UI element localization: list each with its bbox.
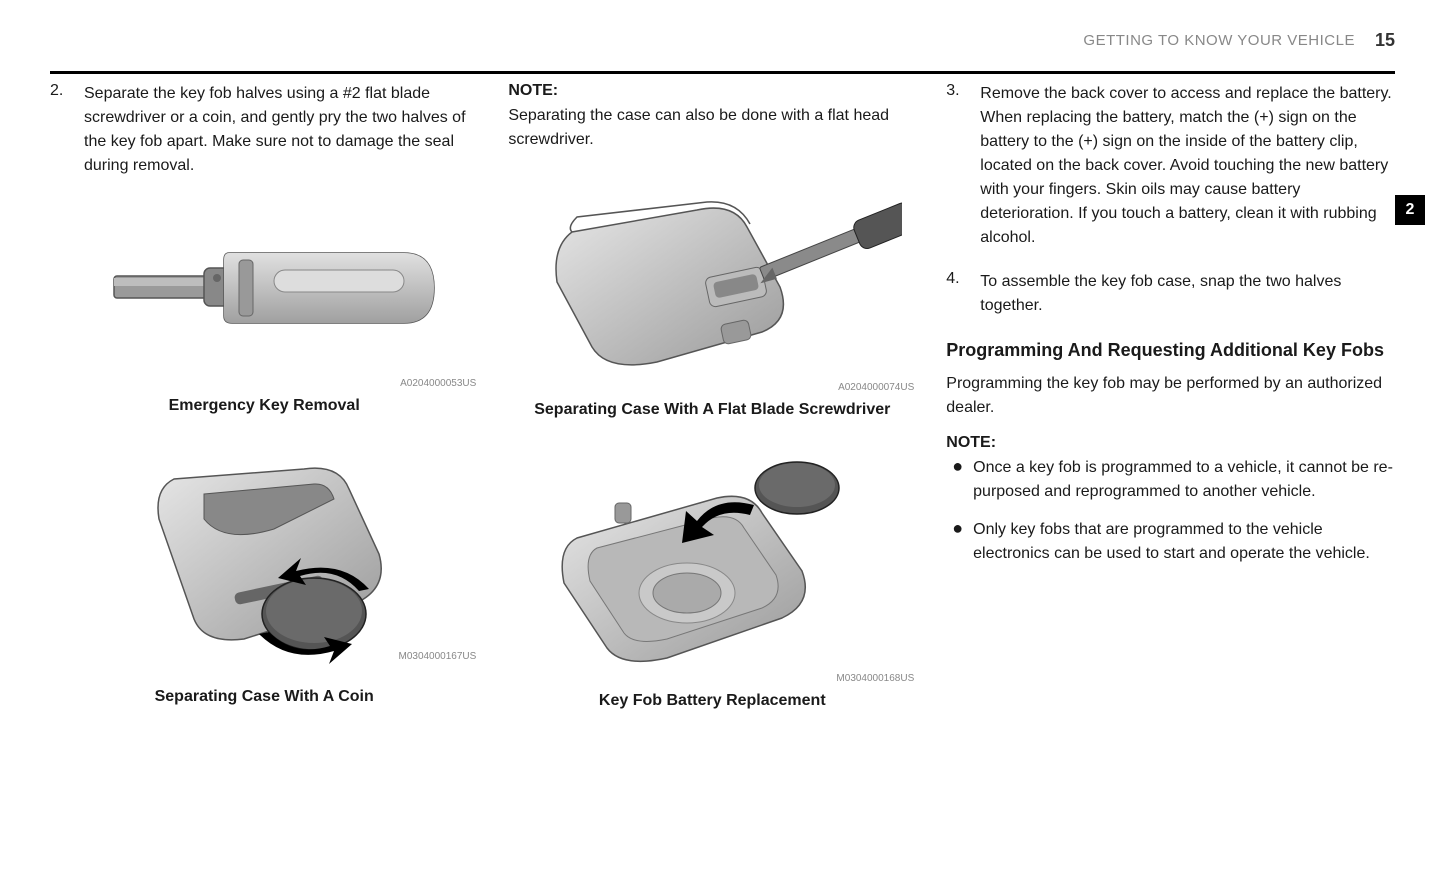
page-header: GETTING TO KNOW YOUR VEHICLE 15 [50, 30, 1395, 51]
subheading-programming: Programming And Requesting Additional Ke… [946, 338, 1395, 362]
fob-battery-illustration-icon [522, 443, 902, 673]
figure-id: A0204000074US [508, 382, 916, 393]
note-label: NOTE: [508, 82, 916, 100]
step-4: 4. To assemble the key fob case, snap th… [946, 270, 1395, 318]
bullet-text: Once a key fob is programmed to a vehicl… [973, 456, 1395, 504]
figure-screwdriver: A0204000074US [508, 172, 916, 393]
bullet-icon: ● [952, 518, 963, 566]
body-text: Programming the key fob may be performed… [946, 372, 1395, 420]
column-1: 2. Separate the key fob halves using a #… [50, 82, 478, 734]
step-2: 2. Separate the key fob halves using a #… [50, 82, 478, 178]
section-title: GETTING TO KNOW YOUR VEHICLE [1083, 32, 1355, 49]
bullet-item: ● Once a key fob is programmed to a vehi… [946, 456, 1395, 504]
figure-id: M0304000167US [50, 651, 478, 662]
figure-emergency-key: A0204000053US [50, 198, 478, 389]
main-content: 2. Separate the key fob halves using a #… [50, 82, 1395, 734]
step-3: 3. Remove the back cover to access and r… [946, 82, 1395, 250]
step-text: Separate the key fob halves using a #2 f… [84, 82, 478, 178]
fob-coin-illustration-icon [74, 439, 454, 669]
figure-coin-separate: M0304000167US [50, 439, 478, 680]
fob-screwdriver-illustration-icon [522, 172, 902, 382]
figure-caption: Key Fob Battery Replacement [508, 692, 916, 710]
figure-id: M0304000168US [508, 673, 916, 684]
chapter-tab: 2 [1395, 195, 1425, 225]
note-label: NOTE: [946, 434, 1395, 452]
bullet-text: Only key fobs that are programmed to the… [973, 518, 1395, 566]
header-rule [50, 71, 1395, 74]
column-2: NOTE: Separating the case can also be do… [508, 82, 916, 734]
step-number: 4. [946, 270, 968, 318]
step-text: Remove the back cover to access and repl… [980, 82, 1395, 250]
bullet-icon: ● [952, 456, 963, 504]
step-number: 3. [946, 82, 968, 250]
figure-caption: Emergency Key Removal [50, 397, 478, 415]
figure-battery-replace: M0304000168US [508, 443, 916, 684]
figure-id: A0204000053US [50, 378, 478, 389]
fob-illustration-icon [74, 198, 454, 378]
step-text: To assemble the key fob case, snap the t… [980, 270, 1395, 318]
page-number: 15 [1375, 30, 1395, 51]
figure-caption: Separating Case With A Flat Blade Screwd… [508, 401, 916, 419]
bullet-item: ● Only key fobs that are programmed to t… [946, 518, 1395, 566]
column-3: 3. Remove the back cover to access and r… [946, 82, 1395, 734]
note-text: Separating the case can also be done wit… [508, 104, 916, 152]
figure-caption: Separating Case With A Coin [50, 688, 478, 706]
step-number: 2. [50, 82, 72, 178]
